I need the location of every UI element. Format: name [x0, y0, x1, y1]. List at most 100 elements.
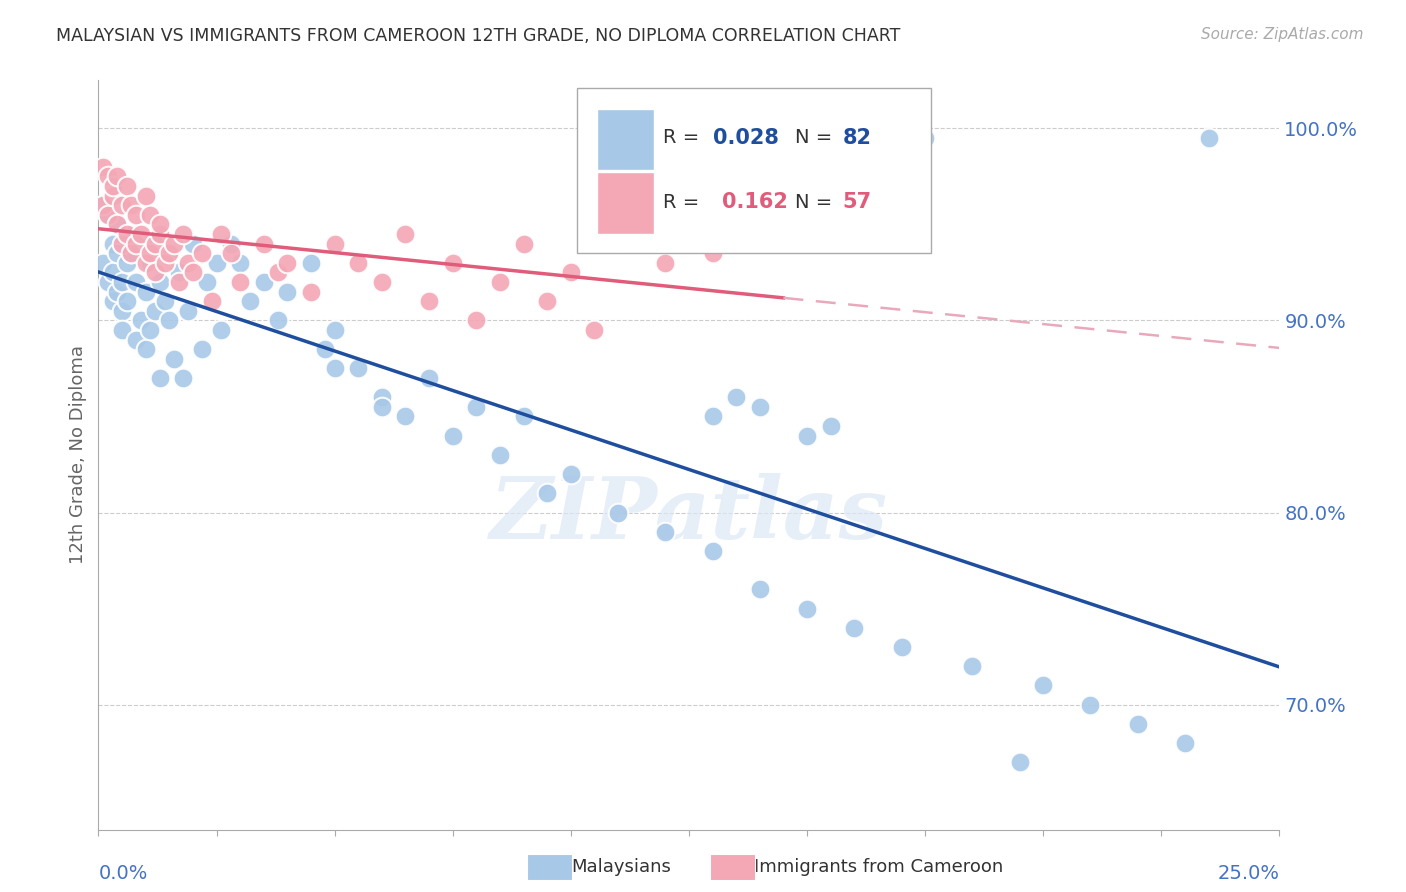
Point [489, 275, 512, 289]
Point [172, 371, 194, 385]
Point [125, 275, 148, 289]
Point [371, 390, 394, 404]
Point [163, 351, 186, 366]
Point [205, 256, 228, 270]
Point [914, 131, 936, 145]
Point [111, 323, 134, 337]
Point [314, 343, 336, 357]
Point [139, 323, 162, 337]
Point [607, 236, 630, 251]
Point [465, 313, 488, 327]
Point [299, 256, 322, 270]
Text: ZIPatlas: ZIPatlas [489, 473, 889, 557]
Point [101, 236, 124, 251]
Point [177, 256, 200, 270]
Point [654, 524, 676, 539]
Point [157, 246, 180, 260]
Point [323, 323, 346, 337]
Point [512, 236, 534, 251]
Point [1198, 131, 1220, 145]
Point [139, 208, 162, 222]
Point [135, 343, 157, 357]
Point [153, 294, 176, 309]
Point [143, 303, 166, 318]
Point [149, 371, 172, 385]
Point [105, 246, 128, 260]
Text: N =: N = [796, 128, 839, 147]
Point [181, 236, 204, 251]
Point [111, 198, 134, 212]
Point [157, 246, 180, 260]
Point [149, 227, 172, 241]
Point [796, 428, 818, 442]
Point [143, 236, 166, 251]
Point [536, 294, 558, 309]
Point [129, 313, 152, 327]
Point [418, 371, 440, 385]
Point [702, 246, 724, 260]
Point [299, 285, 322, 299]
Point [465, 400, 488, 414]
Point [91, 256, 114, 270]
Point [772, 227, 794, 241]
Point [1008, 756, 1031, 770]
Point [101, 265, 124, 279]
Point [125, 333, 148, 347]
Point [441, 428, 464, 442]
Point [418, 294, 440, 309]
Point [1080, 698, 1102, 712]
Point [209, 323, 232, 337]
Point [97, 208, 120, 222]
Point [253, 236, 276, 251]
Point [149, 218, 172, 232]
Text: MALAYSIAN VS IMMIGRANTS FROM CAMEROON 12TH GRADE, NO DIPLOMA CORRELATION CHART: MALAYSIAN VS IMMIGRANTS FROM CAMEROON 12… [56, 27, 901, 45]
Point [143, 265, 166, 279]
Point [748, 400, 770, 414]
Point [111, 236, 134, 251]
Point [796, 601, 818, 615]
Point [111, 275, 134, 289]
Text: R =: R = [664, 193, 711, 212]
Point [115, 178, 138, 193]
Point [229, 275, 252, 289]
Point [121, 227, 143, 241]
Point [219, 236, 242, 251]
Point [890, 640, 912, 654]
Text: Malaysians: Malaysians [571, 858, 671, 876]
Point [441, 256, 464, 270]
Point [1174, 736, 1197, 750]
Point [172, 227, 194, 241]
Point [536, 486, 558, 500]
Point [139, 246, 162, 260]
Text: Source: ZipAtlas.com: Source: ZipAtlas.com [1201, 27, 1364, 42]
Point [121, 246, 143, 260]
Point [115, 227, 138, 241]
Point [135, 256, 157, 270]
Point [91, 160, 114, 174]
Point [191, 246, 214, 260]
Text: 25.0%: 25.0% [1218, 864, 1279, 883]
Point [129, 236, 152, 251]
Point [125, 236, 148, 251]
FancyBboxPatch shape [576, 87, 931, 252]
Point [276, 285, 298, 299]
Point [191, 343, 214, 357]
Point [267, 265, 290, 279]
Point [1032, 678, 1054, 692]
Point [91, 198, 114, 212]
Text: Immigrants from Cameroon: Immigrants from Cameroon [754, 858, 1002, 876]
Point [105, 285, 128, 299]
Point [149, 275, 172, 289]
Y-axis label: 12th Grade, No Diploma: 12th Grade, No Diploma [69, 345, 87, 565]
Point [177, 303, 200, 318]
Point [748, 582, 770, 597]
Point [105, 169, 128, 184]
Point [115, 256, 138, 270]
Point [702, 409, 724, 424]
Point [560, 265, 582, 279]
Text: 82: 82 [842, 128, 872, 148]
Point [101, 294, 124, 309]
Point [607, 506, 630, 520]
Point [167, 275, 190, 289]
Point [101, 188, 124, 202]
